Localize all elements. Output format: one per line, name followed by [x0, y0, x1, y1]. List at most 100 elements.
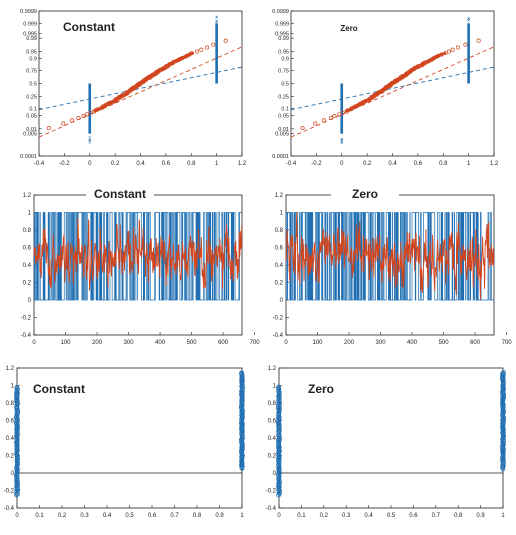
- red-point: [88, 110, 93, 115]
- scatter-point-x1: [500, 440, 506, 446]
- x-tick-label: 0: [284, 340, 288, 346]
- blue-point: ×: [340, 137, 343, 143]
- blue-point: ×: [467, 17, 470, 23]
- y-tick-label: 0.999: [275, 21, 289, 27]
- blue-point: ×: [340, 139, 343, 145]
- y-tick-label: 0.4: [6, 436, 15, 442]
- x-tick-label: 0.4: [136, 161, 145, 167]
- scatter-point-x1: [239, 454, 244, 460]
- y-tick-label: -0.2: [21, 316, 32, 322]
- red-point: [476, 38, 481, 43]
- scatter-point-x0: [276, 384, 281, 390]
- x-tick-label: 0: [32, 340, 36, 346]
- y-tick-label: 0.6: [23, 246, 32, 252]
- blue-stack-1: [215, 23, 218, 84]
- chart-sc-zero: 0 0.1 0.2 0.3 0.4 0.5 0.6 0.7 0.8 0.9 1 -0.4 -0.2 0 0.…: [266, 366, 506, 519]
- red-reference-line: [39, 46, 242, 138]
- scatter-point-x1: [500, 371, 505, 377]
- scatter-point-x0: [14, 468, 20, 473]
- x-tick-label: 200: [92, 340, 103, 346]
- red-point: [255, 138, 258, 141]
- y-tick-label: 0.95: [26, 49, 37, 55]
- y-tick-label: 0.9999: [20, 9, 37, 15]
- red-point: [205, 45, 210, 50]
- y-tick-label: 0.9: [29, 57, 37, 63]
- x-tick-label: 0: [15, 513, 19, 519]
- y-tick-label: 1: [28, 211, 32, 217]
- y-tick-label: 0.99: [26, 36, 37, 42]
- blue-point: ×: [467, 19, 470, 25]
- y-tick-label: 0.9: [281, 57, 289, 63]
- red-point: [332, 113, 337, 119]
- blue-point: ×: [88, 138, 91, 144]
- x-tick-label: 0: [88, 161, 92, 167]
- scatter-point-x1: [501, 370, 506, 375]
- red-point: [340, 110, 345, 115]
- y-tick-label: 0.75: [278, 68, 289, 74]
- y-tick-label: 0.0001: [272, 154, 289, 160]
- x-tick-label: 0.3: [80, 513, 89, 519]
- red-point: [194, 49, 200, 54]
- red-point: [5, 138, 8, 141]
- y-tick-label: 0.2: [268, 454, 277, 460]
- y-tick-label: 0.4: [275, 263, 284, 269]
- red-point: [321, 118, 326, 123]
- blue-reference-line: [39, 66, 242, 111]
- blue-point: ×: [215, 20, 218, 26]
- y-tick-label: 0.0001: [20, 154, 37, 160]
- blue-point: ×: [467, 16, 470, 22]
- y-tick-label: 1.2: [275, 193, 284, 199]
- red-point: [190, 51, 194, 55]
- y-tick-label: 0.05: [278, 114, 289, 120]
- y-tick-label: 0.8: [275, 228, 284, 234]
- x-tick-label: 0.9: [215, 513, 224, 519]
- x-tick-label: 300: [124, 340, 135, 346]
- y-tick-label: 0.01: [26, 127, 37, 133]
- scatter-point-x0: [14, 420, 19, 426]
- x-tick-label: 0.2: [111, 161, 120, 167]
- y-tick-label: 0.2: [23, 281, 32, 287]
- red-point: [46, 126, 51, 131]
- y-tick-label: 0.995: [23, 31, 37, 37]
- continuous-series-line: [33, 217, 243, 291]
- x-tick-label: 0.5: [125, 513, 134, 519]
- x-tick-label: 100: [313, 340, 324, 346]
- y-tick-label: 1.2: [268, 366, 277, 372]
- red-point: [300, 126, 305, 131]
- x-tick-label: 1.2: [238, 161, 247, 167]
- scatter-point-x1: [501, 393, 506, 399]
- red-point: [249, 32, 252, 35]
- y-tick-label: 0.25: [278, 95, 289, 101]
- red-point: [223, 38, 228, 43]
- blue-stack-0: [340, 83, 344, 134]
- y-tick-label: -0.4: [273, 333, 284, 339]
- x-tick-label: 1: [501, 513, 505, 519]
- x-tick-label: 0.9: [476, 513, 485, 519]
- y-tick-label: 0.05: [26, 114, 37, 120]
- plot-area: ××××××××××: [5, 14, 252, 147]
- y-tick-label: -0.2: [266, 489, 277, 495]
- chart-qq-constant: -0.4 -0.2 0 0.2 0.4 0.6 0.8 1 1.2 0.0001 0.0050.01…: [5, 9, 252, 167]
- y-tick-label: -0.4: [21, 333, 32, 339]
- blue-stack-0: [88, 83, 92, 134]
- chart-title: Zero: [308, 382, 334, 396]
- y-tick-label: 0.4: [268, 436, 277, 442]
- x-tick-label: 500: [439, 340, 450, 346]
- x-tick-label: 0: [340, 161, 344, 167]
- scatter-point-x1: [239, 456, 245, 462]
- x-tick-label: 0.4: [364, 513, 373, 519]
- blue-point: ×: [88, 141, 91, 147]
- red-point: [81, 113, 86, 119]
- red-point: [455, 45, 461, 50]
- y-tick-label: 0.1: [29, 106, 37, 112]
- y-tick-label: 0.8: [23, 228, 32, 234]
- x-tick-label: 0.2: [320, 513, 329, 519]
- x-tick-label: 0.7: [170, 513, 179, 519]
- continuous-series-line: [285, 212, 495, 300]
- red-point: [199, 47, 204, 52]
- scatter-point-x0: [14, 385, 20, 390]
- blue-point: ×: [88, 137, 91, 143]
- red-point: [211, 42, 216, 47]
- blue-point: ×: [215, 14, 218, 20]
- blue-reference-line: [291, 66, 494, 111]
